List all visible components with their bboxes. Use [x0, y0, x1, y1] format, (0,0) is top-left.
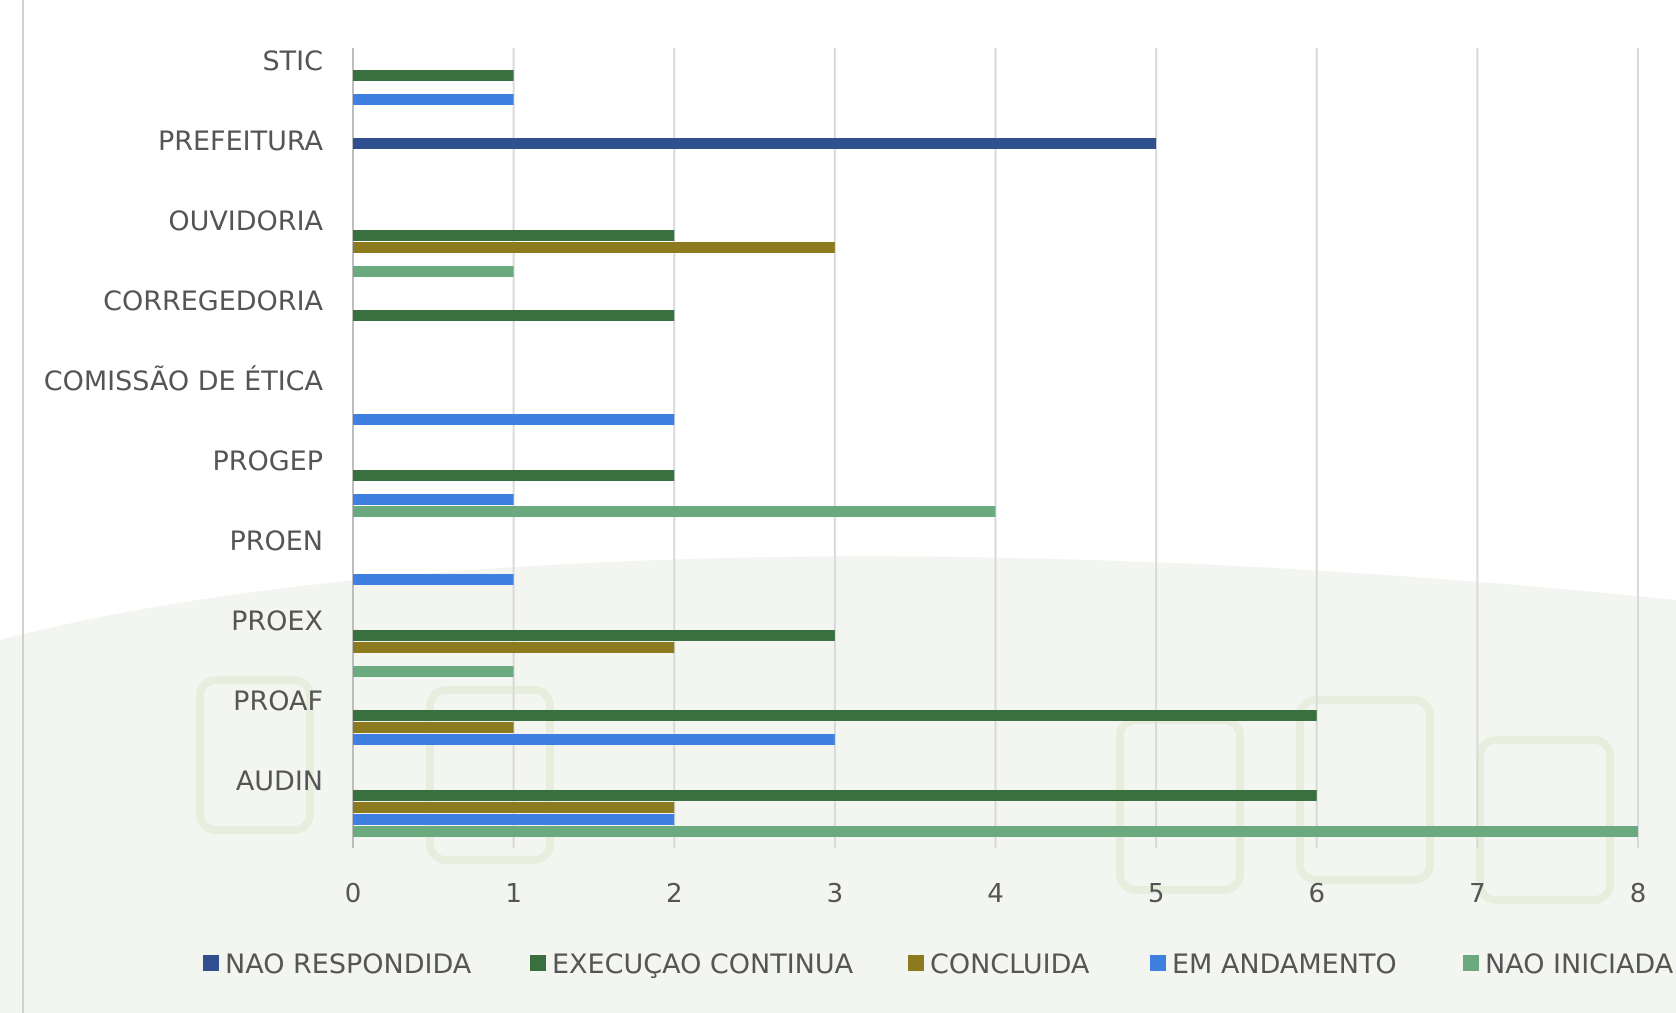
legend-swatch	[908, 955, 924, 971]
category-label: PREFEITURA	[158, 126, 324, 157]
category-label: PROEX	[231, 606, 323, 637]
bar-ouvidoria-execucao-continua	[353, 230, 675, 241]
legend-swatch	[1463, 955, 1479, 971]
bar-ouvidoria-nao-iniciada	[353, 266, 514, 277]
watermark-shape	[1476, 736, 1614, 904]
category-label: STIC	[263, 46, 323, 77]
bar-ouvidoria-concluida	[353, 242, 835, 253]
x-tick-label: 6	[1308, 879, 1325, 909]
x-tick-label: 4	[987, 879, 1004, 909]
bar-proex-nao-iniciada	[353, 666, 514, 677]
bar-progep-nao-iniciada	[353, 506, 996, 517]
legend: NAO RESPONDIDA EXECUÇAO CONTINUA CONCLUIDA…	[203, 949, 1674, 980]
bars	[353, 70, 1638, 837]
legend-swatch	[1150, 955, 1166, 971]
legend-label: EM ANDAMENTO	[1172, 949, 1397, 980]
category-label: PROEN	[229, 526, 323, 557]
category-label: PROGEP	[212, 446, 323, 477]
legend-swatch	[203, 955, 219, 971]
legend-label: NAO RESPONDIDA	[225, 949, 472, 980]
legend-label: EXECUÇAO CONTINUA	[552, 949, 854, 980]
bar-proen-em-andamento	[353, 574, 514, 585]
category-label: PROAF	[233, 686, 323, 717]
x-tick-label: 2	[666, 879, 683, 909]
bar-stic-execucao-continua	[353, 70, 514, 81]
bar-progep-em-andamento	[353, 494, 514, 505]
bar-audin-execucao-continua	[353, 790, 1317, 801]
watermark-shape	[196, 676, 314, 834]
watermark-shape	[426, 686, 554, 864]
bar-proaf-em-andamento	[353, 734, 835, 745]
x-axis-ticks: 0 1 2 3 4 5 6 7 8	[345, 879, 1647, 909]
x-tick-label: 1	[505, 879, 522, 909]
category-labels: STIC PREFEITURA OUVIDORIA CORREGEDORIA COMIS…	[44, 46, 324, 797]
x-tick-label: 8	[1630, 879, 1647, 909]
bar-audin-nao-iniciada	[353, 826, 1638, 837]
bar-proaf-execucao-continua	[353, 710, 1317, 721]
x-tick-label: 0	[345, 879, 362, 909]
legend-label: CONCLUIDA	[930, 949, 1090, 980]
category-label: OUVIDORIA	[168, 206, 323, 237]
category-label: CORREGEDORIA	[103, 286, 323, 317]
category-label: COMISSÃO DE ÉTICA	[44, 365, 324, 397]
bar-corregedoria-execucao-continua	[353, 310, 675, 321]
bar-progep-execucao-continua	[353, 470, 675, 481]
bar-proaf-concluida	[353, 722, 514, 733]
bar-proex-execucao-continua	[353, 630, 835, 641]
bar-audin-em-andamento	[353, 814, 675, 825]
x-tick-label: 7	[1469, 879, 1486, 909]
legend-swatch	[530, 955, 546, 971]
bar-comissao-de-etica-em-andamento	[353, 414, 675, 425]
bar-audin-concluida	[353, 802, 675, 813]
bar-prefeitura-nao-respondida	[353, 138, 1157, 149]
x-tick-label: 3	[827, 879, 844, 909]
category-label: AUDIN	[236, 766, 323, 797]
x-tick-label: 5	[1148, 879, 1165, 909]
bar-stic-em-andamento	[353, 94, 514, 105]
bar-proex-concluida	[353, 642, 675, 653]
legend-label: NAO INICIADA	[1485, 949, 1674, 980]
